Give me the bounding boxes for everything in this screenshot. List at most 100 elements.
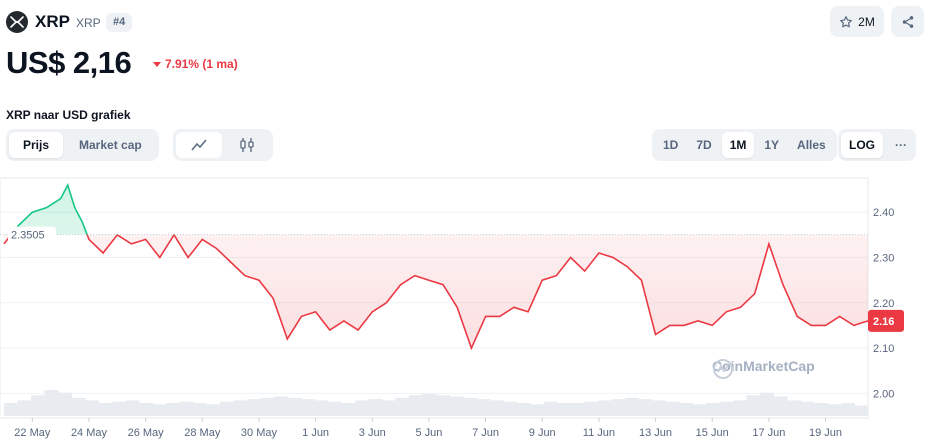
volume-bar xyxy=(71,397,86,416)
coin-name: XRP xyxy=(35,12,70,31)
range-1d[interactable]: 1D xyxy=(663,138,679,152)
volume-bar xyxy=(557,403,572,416)
volume-bar xyxy=(260,397,275,416)
series-line-down xyxy=(3,234,869,351)
x-tick-label: 5 Jun xyxy=(415,427,442,439)
volume-bar xyxy=(530,404,545,416)
chart-title: XRP naar USD grafiek xyxy=(6,108,131,122)
start-label-bg xyxy=(8,226,56,243)
rank-badge: #4 xyxy=(106,13,133,32)
x-tick-label: 1 Jun xyxy=(302,427,329,439)
volume-bar xyxy=(746,395,761,416)
volume-bar xyxy=(85,400,99,416)
volume-bar xyxy=(854,405,869,416)
volume-bar xyxy=(490,400,504,416)
range-1y[interactable]: 1Y xyxy=(764,138,780,152)
price-chart: 2.40 2.30 2.20 2.10 2.00 2.3505 2.16 22 May 24 M… xyxy=(0,172,929,441)
volume-bar xyxy=(44,390,59,416)
watchlist-button[interactable]: 2M xyxy=(830,6,884,37)
volume-bar xyxy=(98,403,113,416)
log-toggle[interactable]: LOG xyxy=(841,132,883,158)
tab-price[interactable]: Prijs xyxy=(9,132,64,158)
candle-chart-button[interactable] xyxy=(224,132,270,158)
x-tick-label: 28 May xyxy=(184,427,221,439)
volume-bar xyxy=(395,397,410,416)
volume-bar xyxy=(625,397,639,416)
volume-bar xyxy=(233,400,248,416)
y-tick-label: 2.10 xyxy=(873,343,894,355)
watermark-text: CoinMarketCap xyxy=(712,358,815,374)
volume-bar xyxy=(598,400,612,416)
candlestick-icon xyxy=(240,138,254,152)
range-all[interactable]: Alles xyxy=(797,138,826,152)
volume-bar xyxy=(422,393,437,416)
volume-bar xyxy=(166,403,180,416)
volume-bar xyxy=(220,401,234,416)
volume-bar xyxy=(476,399,491,416)
more-button[interactable]: ··· xyxy=(895,138,907,152)
price-change: 7.91% (1 ma) xyxy=(153,57,238,71)
volume-bar xyxy=(274,396,288,416)
x-tick-label: 19 Jun xyxy=(809,427,842,439)
range-1m[interactable]: 1M xyxy=(721,132,755,158)
x-tick-label: 22 May xyxy=(14,427,51,439)
x-tick-label: 26 May xyxy=(128,427,165,439)
volume-bar xyxy=(31,395,45,416)
volume-bar xyxy=(436,395,450,416)
volume-bar xyxy=(503,401,518,416)
watchlist-count: 2M xyxy=(858,14,875,29)
y-tick-label: 2.30 xyxy=(873,253,894,265)
x-tick-label: 9 Jun xyxy=(529,427,556,439)
volume-bar xyxy=(652,400,666,416)
scale-tabs: LOG ··· xyxy=(838,129,916,161)
volume-bar xyxy=(773,396,788,416)
volume-bar xyxy=(706,403,720,416)
coin-symbol: XRP xyxy=(76,16,101,30)
volume-bar xyxy=(787,400,801,416)
x-tick-label: 24 May xyxy=(71,427,108,439)
volume-bar xyxy=(517,403,531,416)
y-tick-label: 2.00 xyxy=(873,388,894,400)
volume-bar xyxy=(760,392,774,416)
y-tick-label: 2.40 xyxy=(873,207,894,219)
volume-bar xyxy=(4,403,18,416)
volume-bar xyxy=(152,404,167,416)
x-tick-label: 3 Jun xyxy=(359,427,386,439)
volume-bar xyxy=(733,400,747,416)
area-below xyxy=(4,234,868,349)
volume-bar xyxy=(301,399,315,416)
volume-bar xyxy=(665,401,680,416)
x-tick-label: 17 Jun xyxy=(752,427,785,439)
volume-bar xyxy=(193,403,207,416)
volume-bar xyxy=(125,400,140,416)
share-button[interactable] xyxy=(891,6,924,37)
volume-bar xyxy=(355,400,369,416)
caret-down-icon xyxy=(153,61,161,67)
range-7d[interactable]: 7D xyxy=(696,138,712,152)
volume-bar xyxy=(611,399,626,416)
price-value: US$ 2,16 xyxy=(6,45,132,80)
volume-bar xyxy=(584,401,599,416)
metric-tabs: Prijs Market cap xyxy=(6,129,159,161)
volume-bar xyxy=(679,403,693,416)
tab-market-cap[interactable]: Market cap xyxy=(79,138,142,152)
x-tick-label: 15 Jun xyxy=(696,427,729,439)
volume-bar xyxy=(58,392,72,416)
volume-bar xyxy=(247,399,261,416)
volume-bar xyxy=(341,403,356,416)
line-chart-icon xyxy=(191,139,207,151)
y-tick-label: 2.20 xyxy=(873,298,894,310)
range-tabs: 1D 7D 1M 1Y Alles xyxy=(652,129,837,161)
price-change-text: 7.91% (1 ma) xyxy=(165,57,238,71)
price-chart-svg: 2.40 2.30 2.20 2.10 2.00 2.3505 2.16 22 May 24 M… xyxy=(0,177,904,439)
volume-bar xyxy=(179,401,194,416)
volume-bar xyxy=(449,396,464,416)
volume-bar xyxy=(463,397,477,416)
volume-bar xyxy=(287,397,302,416)
watermark: CoinMarketCap xyxy=(712,358,815,379)
line-chart-button[interactable] xyxy=(176,132,222,158)
volume-bar xyxy=(409,395,423,416)
current-price-label: 2.16 xyxy=(873,316,894,328)
volume-bar xyxy=(692,404,707,416)
volume-bar xyxy=(638,399,653,416)
